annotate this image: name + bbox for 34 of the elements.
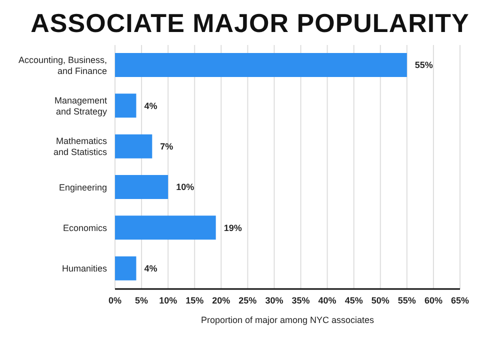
x-tick-label: 5% bbox=[135, 295, 148, 306]
x-tick-label: 60% bbox=[424, 295, 442, 306]
y-tick-label: Engineering bbox=[58, 182, 107, 192]
x-tick-label: 35% bbox=[292, 295, 310, 306]
bar bbox=[115, 216, 216, 240]
bar bbox=[115, 53, 407, 77]
x-tick-label: 65% bbox=[450, 295, 470, 306]
bar bbox=[115, 94, 136, 118]
chart-title: ASSOCIATE MAJOR POPULARITY bbox=[30, 8, 470, 39]
x-tick-label: 50% bbox=[371, 295, 390, 306]
y-tick-label: Economics bbox=[62, 223, 108, 233]
bar bbox=[115, 134, 152, 158]
data-label: 4% bbox=[144, 100, 158, 111]
x-tick-label: 30% bbox=[265, 295, 284, 306]
bar bbox=[115, 256, 136, 280]
data-label: 10% bbox=[176, 182, 194, 192]
y-tick-label: Humanities bbox=[62, 264, 108, 274]
y-tick-label: Accounting, Business, and Finance bbox=[18, 54, 107, 76]
x-tick-label: 15% bbox=[186, 295, 204, 306]
y-tick-label: Mathematics and Statistics bbox=[53, 136, 108, 158]
y-tick-label: Management and Strategy bbox=[54, 96, 108, 116]
bar bbox=[115, 175, 168, 199]
data-label: 4% bbox=[144, 264, 158, 274]
x-tick-label: 55% bbox=[398, 295, 416, 306]
x-axis-title: Proportion of major among NYC associates bbox=[200, 315, 375, 325]
data-label: 7% bbox=[160, 142, 174, 152]
data-label: 19% bbox=[224, 222, 242, 233]
x-tick-label: 0% bbox=[108, 295, 122, 306]
x-tick-label: 45% bbox=[344, 295, 363, 306]
x-tick-label: 20% bbox=[212, 295, 230, 306]
x-tick-label: 40% bbox=[318, 295, 336, 306]
data-label: 55% bbox=[414, 60, 433, 70]
x-tick-label: 25% bbox=[238, 295, 257, 306]
x-tick-label: 10% bbox=[159, 295, 178, 306]
